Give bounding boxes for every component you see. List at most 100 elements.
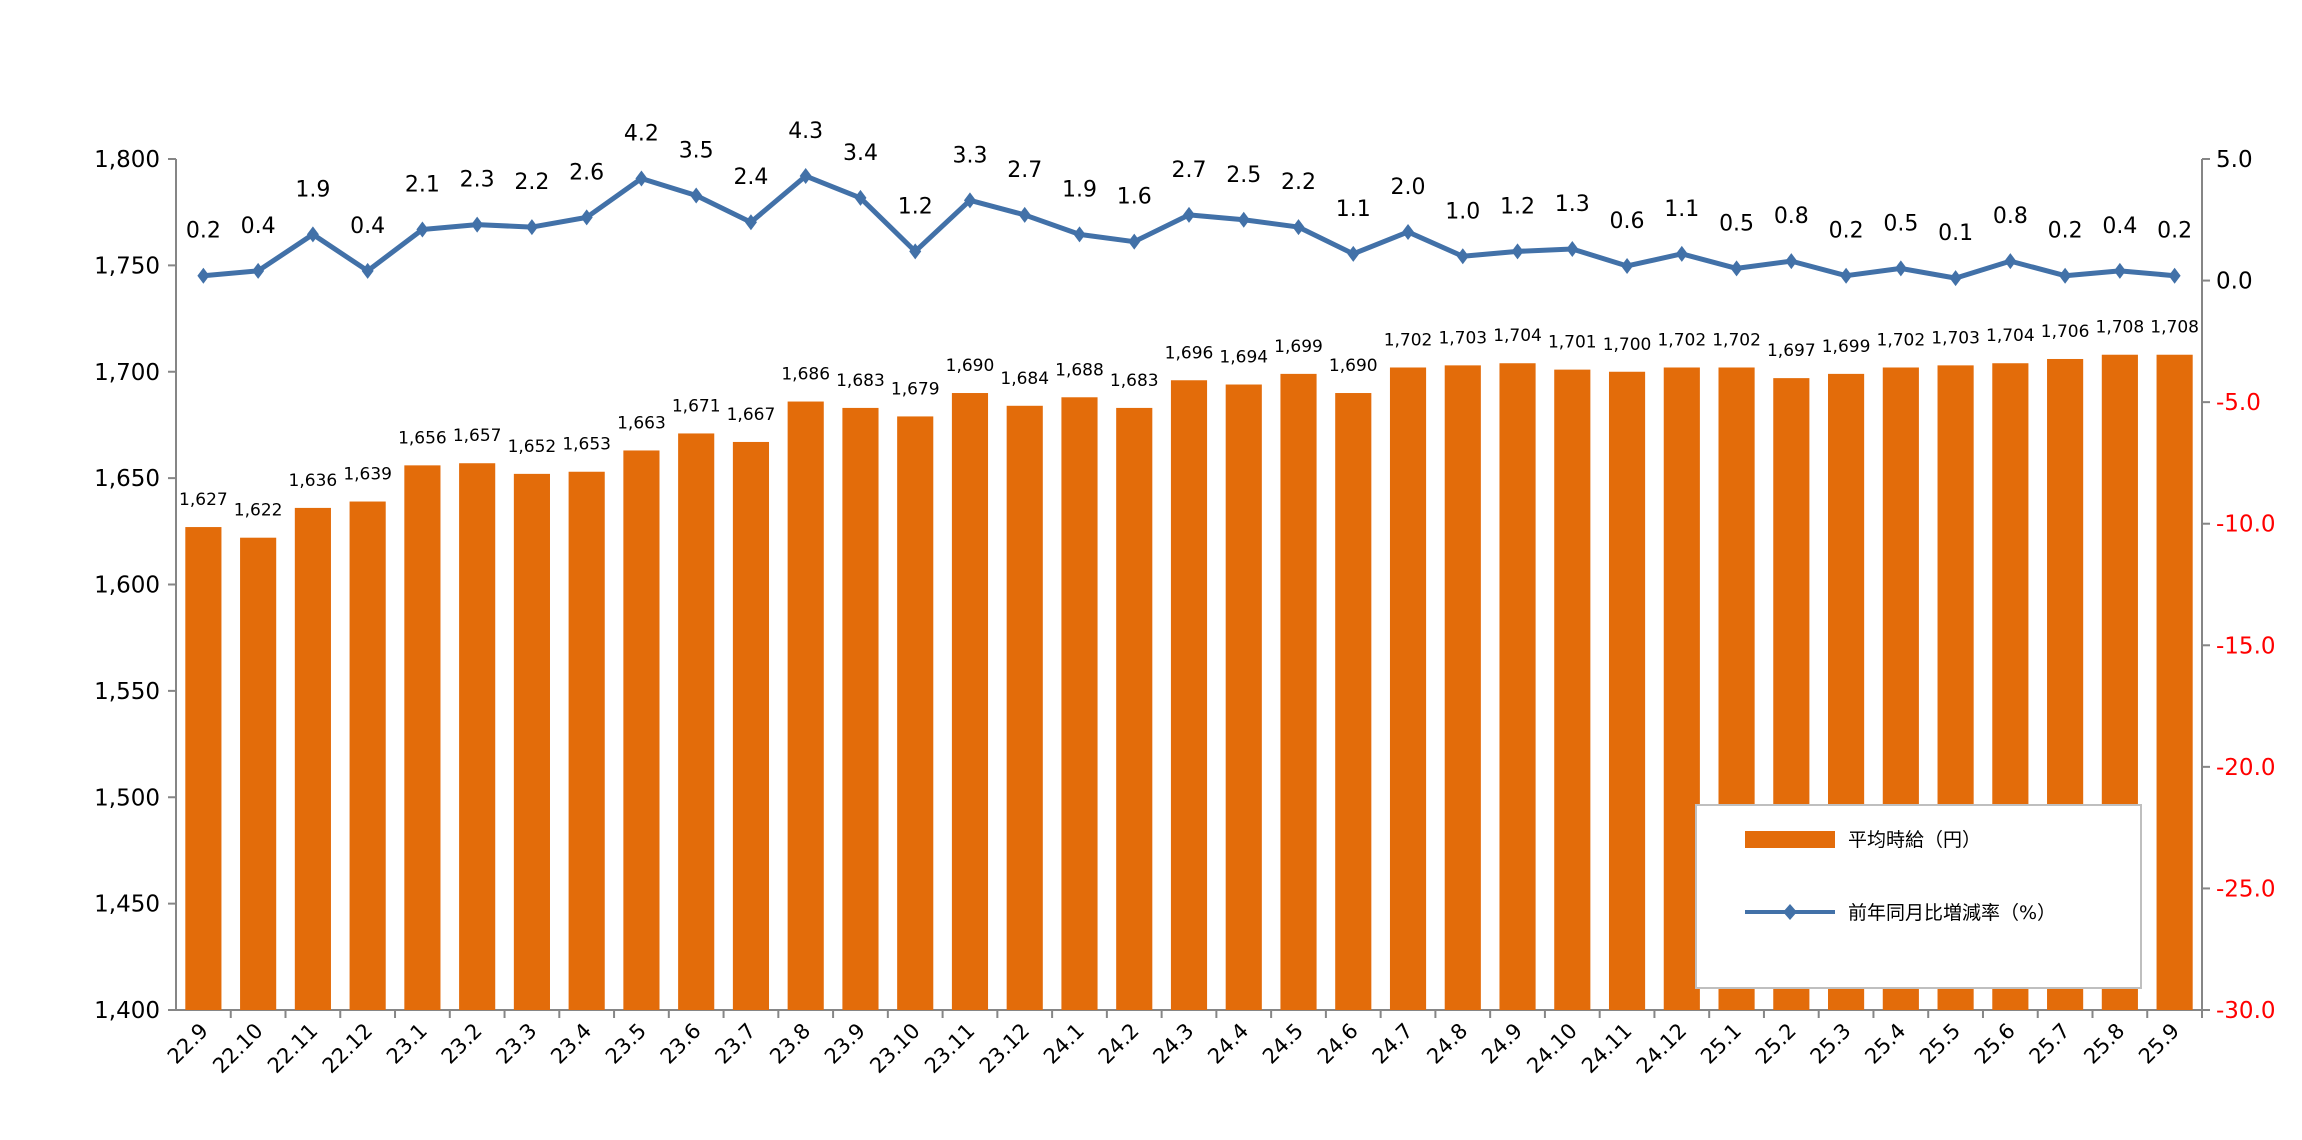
bar-data-label: 1,683 xyxy=(836,371,885,391)
line-data-label: 0.2 xyxy=(2157,219,2192,244)
bar xyxy=(459,463,496,1010)
bar-data-label: 1,622 xyxy=(234,501,283,521)
x-tick-label: 23.7 xyxy=(710,1019,760,1069)
bar xyxy=(842,407,879,1011)
line-path xyxy=(203,173,2175,281)
left-tick-label: 1,450 xyxy=(94,892,160,918)
line-data-label: 0.1 xyxy=(1938,221,1973,246)
x-tick-label: 23.2 xyxy=(437,1019,487,1069)
line-point-diamond-marker xyxy=(306,226,319,243)
x-tick-label: 24.9 xyxy=(1477,1019,1527,1069)
bar xyxy=(897,416,934,1010)
bar-data-label: 1,683 xyxy=(1110,371,1159,391)
bar-data-label: 1,700 xyxy=(1603,335,1652,355)
line-data-label: 1.0 xyxy=(1445,199,1480,224)
line-point-diamond-marker xyxy=(1621,257,1634,274)
x-tick-label: 22.11 xyxy=(263,1019,322,1078)
line-point-diamond-marker xyxy=(580,209,593,226)
bar-data-label: 1,708 xyxy=(2096,318,2145,338)
right-tick-label: -5.0 xyxy=(2216,390,2261,416)
bar-data-label: 1,702 xyxy=(1384,330,1433,350)
line-point-diamond-marker xyxy=(1894,260,1907,277)
x-tick-label: 25.1 xyxy=(1696,1019,1746,1069)
bar xyxy=(185,527,222,1010)
x-tick-label: 24.4 xyxy=(1203,1019,1253,1069)
bar-data-label: 1,688 xyxy=(1055,360,1104,380)
line-data-label: 1.2 xyxy=(898,194,933,219)
left-tick-label: 1,800 xyxy=(94,147,160,173)
bar-data-label: 1,657 xyxy=(453,426,502,446)
bar xyxy=(732,441,770,1010)
line-point-diamond-marker xyxy=(1073,226,1086,243)
x-tick-label: 23.5 xyxy=(601,1019,651,1069)
line-series: 0.2 0.4 1.9 0.4 2.1 2.3 2.2 2.6 4.2 3.5 2.4 4.3 3.4 1… xyxy=(186,119,2192,287)
line-data-label: 2.1 xyxy=(405,173,440,198)
bar xyxy=(1335,393,1372,1010)
line-data-label: 0.2 xyxy=(1829,219,1864,244)
bar-data-label: 1,703 xyxy=(1931,328,1980,348)
bar xyxy=(1444,365,1481,1010)
line-point-diamond-marker xyxy=(744,214,757,231)
x-tick-label: 24.11 xyxy=(1577,1019,1636,1078)
line-data-label: 0.8 xyxy=(1774,204,1809,229)
line-point-diamond-marker xyxy=(197,267,210,284)
line-point-diamond-marker xyxy=(1675,245,1688,262)
line-point-diamond-marker xyxy=(1840,267,1853,284)
legend: 平均時給（円） 前年同月比増減率（%） xyxy=(1695,804,2142,989)
bar-data-label: 1,667 xyxy=(727,405,776,425)
bar xyxy=(1225,384,1262,1010)
x-tick-label: 22.12 xyxy=(318,1019,377,1078)
line-data-label: 0.4 xyxy=(241,214,276,239)
line-data-label: 1.3 xyxy=(1555,192,1590,217)
bar-data-label: 1,699 xyxy=(1822,337,1871,357)
x-tick-label: 23.3 xyxy=(491,1019,541,1069)
line-point-diamond-marker xyxy=(1566,240,1579,257)
line-point-diamond-marker xyxy=(1292,219,1305,236)
legend-label-bar: 平均時給（円） xyxy=(1848,829,1981,851)
bar xyxy=(1116,407,1153,1011)
bar xyxy=(951,393,989,1010)
line-point-diamond-marker xyxy=(471,216,484,233)
bar xyxy=(404,465,441,1010)
x-tick-label: 24.5 xyxy=(1258,1019,1308,1069)
line-point-diamond-marker xyxy=(525,219,538,236)
x-tick-label: 25.6 xyxy=(1970,1019,2020,1069)
bar-data-label: 1,686 xyxy=(781,365,830,385)
bar-data-label: 1,690 xyxy=(946,356,995,376)
x-tick-label: 23.11 xyxy=(920,1019,979,1078)
line-point-diamond-marker xyxy=(1018,206,1031,223)
bar xyxy=(1061,397,1098,1010)
line-point-diamond-marker xyxy=(2004,253,2017,270)
line-point-diamond-marker xyxy=(799,168,812,185)
line-data-label: 2.2 xyxy=(1281,170,1316,195)
bar xyxy=(1499,363,1536,1010)
bar-data-label: 1,704 xyxy=(1493,326,1542,346)
bar-data-label: 1,706 xyxy=(2041,322,2090,342)
bar-data-label: 1,708 xyxy=(2150,318,2199,338)
bar-data-label: 1,663 xyxy=(617,413,666,433)
x-tick-label: 23.4 xyxy=(546,1019,596,1069)
x-tick-label: 25.3 xyxy=(1806,1019,1856,1069)
left-tick-label: 1,500 xyxy=(94,785,160,811)
bar xyxy=(678,433,715,1010)
line-data-label: 2.0 xyxy=(1391,175,1426,200)
bar-data-label: 1,679 xyxy=(891,379,940,399)
right-tick-label: 0.0 xyxy=(2216,269,2253,295)
x-tick-label: 25.5 xyxy=(1915,1019,1965,1069)
x-tick-label: 24.7 xyxy=(1368,1019,1418,1069)
bar xyxy=(1006,405,1043,1010)
line-point-diamond-marker xyxy=(2113,262,2126,279)
line-point-diamond-marker xyxy=(1402,223,1415,240)
bar xyxy=(1389,367,1427,1010)
bar xyxy=(513,473,550,1010)
line-data-label: 2.4 xyxy=(733,165,768,190)
bar-data-label: 1,703 xyxy=(1438,328,1487,348)
line-data-label: 0.4 xyxy=(350,214,385,239)
x-tick-label: 25.7 xyxy=(2025,1019,2075,1069)
x-tick-label: 22.10 xyxy=(208,1019,267,1078)
x-tick-label: 25.4 xyxy=(1860,1019,1910,1069)
right-tick-label: -15.0 xyxy=(2216,633,2276,659)
x-tick-label: 24.10 xyxy=(1522,1019,1581,1078)
bar xyxy=(1170,380,1208,1010)
x-tick-label: 23.6 xyxy=(656,1019,706,1069)
